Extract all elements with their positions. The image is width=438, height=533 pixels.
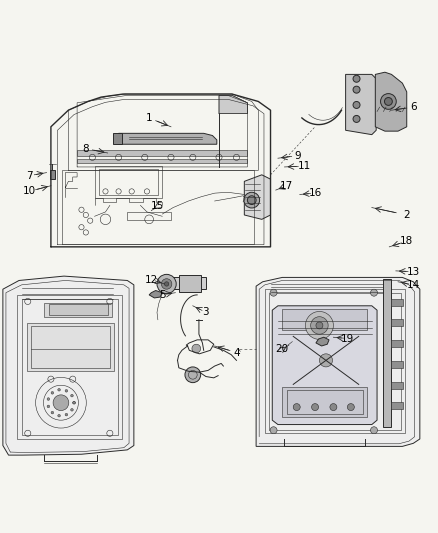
Text: 16: 16 [308, 188, 321, 198]
Text: 7: 7 [26, 171, 32, 181]
Bar [173, 277, 206, 289]
Bar [391, 299, 403, 306]
Bar [99, 169, 158, 195]
Circle shape [247, 196, 256, 205]
Polygon shape [219, 95, 247, 114]
Text: 1: 1 [146, 113, 152, 123]
Polygon shape [244, 175, 271, 220]
Text: 19: 19 [341, 334, 354, 344]
Polygon shape [3, 276, 134, 455]
Circle shape [71, 394, 73, 397]
Bar [287, 390, 363, 414]
Circle shape [58, 389, 60, 391]
Circle shape [353, 101, 360, 108]
Text: 13: 13 [406, 266, 420, 277]
Circle shape [385, 98, 392, 106]
Text: 11: 11 [297, 161, 311, 171]
Bar [391, 319, 403, 326]
Polygon shape [272, 306, 377, 425]
Circle shape [185, 367, 201, 383]
Bar [77, 150, 247, 156]
Text: 10: 10 [22, 187, 35, 196]
Circle shape [47, 398, 49, 400]
Text: 15: 15 [151, 201, 165, 211]
Circle shape [330, 403, 337, 410]
Polygon shape [346, 75, 376, 135]
Circle shape [316, 322, 323, 329]
Circle shape [164, 282, 169, 286]
Polygon shape [256, 277, 420, 446]
Bar [179, 275, 201, 292]
Circle shape [51, 411, 54, 414]
Circle shape [347, 403, 354, 410]
Bar [265, 289, 405, 433]
Text: 20: 20 [276, 344, 289, 354]
Text: 8: 8 [82, 143, 89, 154]
Bar [127, 212, 171, 220]
Text: 9: 9 [294, 151, 301, 160]
Bar [283, 387, 367, 417]
Circle shape [192, 344, 201, 353]
Bar [49, 304, 108, 316]
Circle shape [161, 279, 172, 289]
Bar [283, 309, 367, 330]
Text: 18: 18 [400, 236, 413, 246]
Text: 3: 3 [203, 308, 209, 317]
Circle shape [65, 413, 68, 416]
Circle shape [371, 427, 378, 434]
Bar [31, 326, 110, 368]
Text: 5: 5 [159, 290, 166, 300]
Text: 2: 2 [403, 210, 410, 220]
Circle shape [244, 192, 260, 208]
Bar [77, 159, 247, 163]
Text: 4: 4 [233, 348, 240, 358]
Bar [391, 402, 403, 409]
Polygon shape [149, 290, 162, 298]
Bar [27, 323, 114, 372]
Bar [269, 293, 401, 430]
Polygon shape [119, 133, 217, 144]
Circle shape [319, 354, 332, 367]
Circle shape [353, 116, 360, 123]
Circle shape [73, 401, 75, 404]
Text: 6: 6 [410, 102, 417, 112]
Bar [383, 279, 392, 427]
Circle shape [51, 392, 54, 394]
Circle shape [293, 403, 300, 410]
Circle shape [353, 75, 360, 82]
Text: 17: 17 [280, 181, 293, 191]
Circle shape [371, 289, 378, 296]
Circle shape [65, 390, 68, 392]
Polygon shape [375, 72, 407, 131]
Circle shape [71, 408, 73, 411]
Circle shape [381, 94, 396, 109]
Circle shape [157, 274, 176, 294]
Polygon shape [316, 337, 329, 346]
Bar [21, 299, 118, 434]
Circle shape [305, 311, 333, 340]
Bar [44, 303, 112, 317]
Bar [95, 166, 162, 198]
Circle shape [311, 317, 328, 334]
Circle shape [53, 395, 69, 410]
Bar [113, 133, 122, 144]
Circle shape [311, 403, 318, 410]
Circle shape [47, 405, 49, 408]
Bar [49, 169, 55, 179]
Circle shape [270, 427, 277, 434]
Bar [17, 295, 122, 439]
Circle shape [270, 289, 277, 296]
Bar [391, 382, 403, 389]
Text: 12: 12 [145, 274, 158, 285]
Circle shape [58, 414, 60, 417]
Bar [391, 361, 403, 368]
Circle shape [353, 86, 360, 93]
Text: 14: 14 [406, 280, 420, 290]
Bar [391, 340, 403, 348]
Circle shape [73, 401, 75, 404]
